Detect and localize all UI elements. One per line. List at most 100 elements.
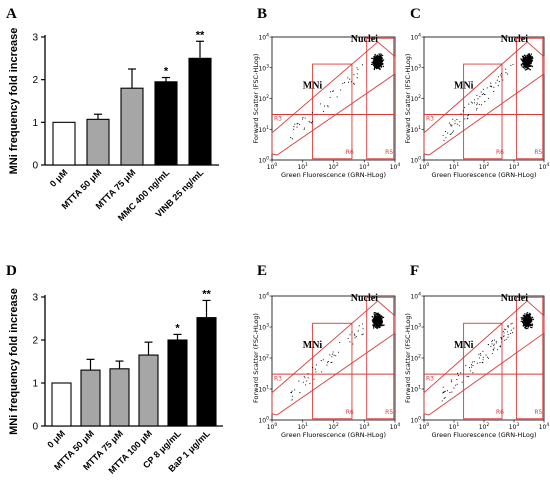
event-dot xyxy=(376,312,378,315)
event-dot xyxy=(374,55,376,57)
event-dot xyxy=(443,397,445,400)
event-dot xyxy=(524,64,527,66)
event-dot xyxy=(493,344,495,347)
event-dot xyxy=(376,323,378,325)
gate-r5-rect xyxy=(366,37,395,160)
x-tick-label: 103 xyxy=(509,422,520,431)
event-dot xyxy=(469,370,472,372)
event-dot xyxy=(331,356,333,358)
event-dot xyxy=(476,94,478,97)
event-dot xyxy=(522,322,524,324)
event-dot xyxy=(505,72,507,74)
event-dot xyxy=(335,355,337,357)
event-dot xyxy=(491,352,493,355)
event-dot xyxy=(530,326,532,328)
event-dot xyxy=(343,82,346,84)
event-dot xyxy=(443,391,445,393)
y-tick-label: 102 xyxy=(410,94,421,103)
event-dot xyxy=(500,338,502,340)
event-dot xyxy=(479,96,481,98)
event-dot xyxy=(379,315,381,317)
event-dot xyxy=(498,81,500,83)
event-dot xyxy=(522,56,525,59)
event-dot xyxy=(329,96,331,98)
event-dot xyxy=(480,354,482,356)
panel-letter-d: D xyxy=(6,263,17,279)
gate-r5-label: R5 xyxy=(385,149,393,156)
event-dot xyxy=(524,317,526,319)
event-dot xyxy=(529,324,531,327)
event-dot xyxy=(372,63,374,65)
event-dot xyxy=(447,132,449,134)
x-tick-label: 101 xyxy=(449,162,460,171)
event-dot xyxy=(373,64,375,67)
event-dot xyxy=(506,331,508,333)
y-tick-label: 2 xyxy=(32,75,38,86)
event-dot xyxy=(501,341,503,343)
event-dot xyxy=(503,332,505,334)
event-dot xyxy=(382,65,385,68)
event-dot xyxy=(374,53,376,56)
event-dot xyxy=(495,82,497,84)
event-dot xyxy=(476,104,478,106)
event-dot xyxy=(523,323,525,325)
event-dot xyxy=(507,336,509,338)
gate-r3-label: R3 xyxy=(426,375,434,382)
event-dot xyxy=(351,331,353,333)
event-dot xyxy=(442,392,444,394)
event-dot xyxy=(530,323,532,326)
event-dot xyxy=(373,326,375,328)
event-dot xyxy=(326,364,328,366)
event-dot xyxy=(380,57,383,60)
mni-label: MNi xyxy=(454,81,474,92)
event-dot xyxy=(527,64,530,67)
event-dot xyxy=(464,118,466,120)
event-dot xyxy=(357,330,359,332)
event-dot xyxy=(451,391,453,393)
event-dot xyxy=(523,60,526,62)
event-dot xyxy=(527,53,529,56)
event-dot xyxy=(526,322,529,324)
event-dot xyxy=(521,66,523,68)
event-dot xyxy=(456,123,458,125)
event-dot xyxy=(492,349,494,351)
event-dot xyxy=(348,81,350,83)
event-dot xyxy=(380,56,383,58)
x-tick-label: 103 xyxy=(359,422,370,431)
event-dot xyxy=(380,65,383,68)
event-dot xyxy=(377,62,379,65)
y-tick-label: 3 xyxy=(32,293,38,304)
event-dot xyxy=(471,361,473,363)
event-dots xyxy=(290,53,385,140)
event-dot xyxy=(336,96,338,98)
event-dot xyxy=(530,53,532,55)
x-tick-label: 104 xyxy=(390,162,401,171)
event-dot xyxy=(458,125,460,127)
event-dot xyxy=(459,121,461,123)
event-dot xyxy=(380,322,382,325)
event-dot xyxy=(520,320,522,323)
event-dot xyxy=(446,390,448,392)
bar xyxy=(188,57,212,166)
event-dot xyxy=(480,104,483,106)
event-dot xyxy=(373,68,376,71)
event-dot xyxy=(303,128,305,131)
event-dot xyxy=(377,59,380,61)
event-dot xyxy=(382,324,384,327)
event-dot xyxy=(376,64,379,67)
event-dot xyxy=(332,351,334,353)
event-dot xyxy=(527,56,529,58)
event-dot xyxy=(291,399,293,401)
event-dot xyxy=(356,67,358,69)
event-dot xyxy=(362,333,364,335)
event-dot xyxy=(371,316,374,318)
event-dot xyxy=(493,339,496,341)
bar xyxy=(86,118,110,166)
event-dot xyxy=(476,102,478,104)
event-dot xyxy=(478,103,480,105)
event-dot xyxy=(530,318,532,320)
event-dot xyxy=(529,314,531,316)
event-dot xyxy=(377,316,379,319)
event-dot xyxy=(531,323,534,325)
event-dot xyxy=(374,56,376,59)
